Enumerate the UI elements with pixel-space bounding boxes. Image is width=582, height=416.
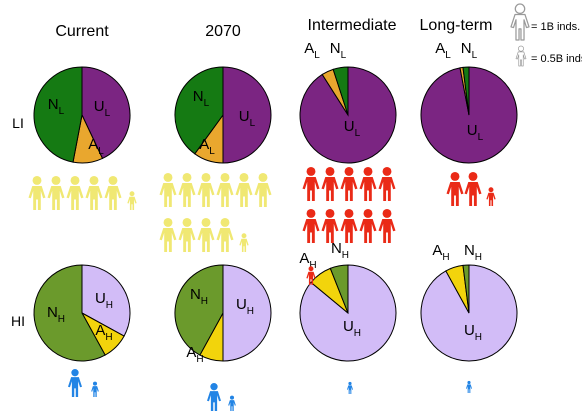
pie-label-hi-current-a: AH [95, 322, 112, 343]
person-icon-hi-current-1 [91, 381, 99, 397]
pie-slice-li-intermediate-n [332, 66, 349, 116]
pie-label-li-current-u: UL [94, 98, 111, 119]
person-icon-li-2070-2 [197, 173, 215, 207]
pie-slice-li-2070-u [222, 66, 272, 164]
person-icon-li-2070-1 [178, 173, 196, 207]
person-icon-li-intermediate-2 [340, 167, 358, 201]
pie-slice-hi-long-term-n [462, 264, 470, 314]
person-icon-li-2070-9 [216, 218, 234, 252]
person-icon-li-intermediate-7 [340, 209, 358, 243]
pie-slice-li-2070-n [174, 66, 224, 155]
header-intermediate: Intermediate [308, 17, 397, 34]
pie-label-li-current-n: NL [48, 96, 65, 117]
pie-slice-hi-2070-n [174, 264, 224, 356]
person-icon-li-2070-0 [159, 173, 177, 207]
pie-label-li-intermediate-a: AL [304, 40, 320, 61]
person-icon-hi-2070-1 [228, 395, 236, 411]
pie-slice-hi-current-n [33, 264, 106, 362]
person-icon-li-2070-3 [216, 173, 234, 207]
pie-label-hi-long-term-n: NH [464, 242, 482, 263]
row-label-li: LI [12, 115, 24, 131]
person-icon-li-current-4 [104, 176, 122, 210]
pie-hi-current: NH AH UH [33, 264, 131, 362]
pie-li-2070: NL AL UL [174, 66, 272, 164]
person-icon-li-2070-6 [159, 218, 177, 252]
header-longterm: Long-term [420, 17, 493, 34]
person-icon-li-current-2 [66, 176, 84, 210]
person-icon-li-current-1 [47, 176, 65, 210]
pie-li-current: NL AL UL [33, 66, 131, 164]
pie-label-hi-intermediate-n: NH [331, 240, 349, 261]
pie-slice-li-long-term-n [462, 66, 470, 116]
person-icon-li-intermediate-1 [321, 167, 339, 201]
person-icon-li-current-5 [127, 191, 137, 210]
person-icon-li-intermediate-6 [321, 209, 339, 243]
pie-label-li-2070-a: AL [199, 136, 215, 157]
header-current: Current [55, 23, 109, 40]
person-icon-li-long-term-0 [446, 172, 464, 206]
person-icon-li-2070-5 [254, 173, 272, 207]
person-icon-li-long-term-1 [464, 172, 482, 206]
pie-hi-2070: NH AH UH [174, 264, 272, 365]
person-icon-li-intermediate-5 [302, 209, 320, 243]
person-icon-li-intermediate-10 [306, 266, 316, 285]
pie-li-long-term: NL AL UL [420, 40, 518, 164]
pie-label-li-intermediate-u: UL [344, 118, 361, 139]
pie-label-li-long-term-a: AL [435, 40, 451, 61]
pie-charts: NL AL UL NL AL UL NL AL UL NL AL UL NH AH UH NH AH UH NH AH… [33, 40, 518, 365]
pie-label-li-2070-n: NL [193, 88, 210, 109]
legend-1b-label: = 1B inds. [531, 21, 580, 33]
person-icon-li-current-0 [28, 176, 46, 210]
person-icon-li-intermediate-9 [378, 209, 396, 243]
person-icon-li-intermediate-4 [378, 167, 396, 201]
person-icon-li-intermediate-0 [302, 167, 320, 201]
pie-label-li-long-term-n: NL [461, 40, 478, 61]
pie-label-hi-intermediate-u: UH [343, 318, 361, 339]
pie-slice-hi-intermediate-n [329, 264, 349, 314]
legend-person-05b-icon [515, 45, 527, 67]
person-icon-hi-2070-0 [207, 383, 221, 411]
person-icon-hi-long-term-0 [465, 380, 473, 393]
pie-label-hi-current-u: UH [95, 290, 113, 311]
legend-05b-label: = 0.5B inds. [531, 53, 582, 65]
pie-li-intermediate: NL AL UL [299, 40, 397, 164]
pie-label-hi-2070-u: UH [236, 296, 254, 317]
pie-slice-hi-2070-u [222, 264, 272, 362]
person-icon-li-2070-7 [178, 218, 196, 252]
pie-label-li-intermediate-n: NL [330, 40, 347, 61]
pie-label-hi-intermediate-a: AH [299, 250, 316, 271]
person-icon-li-current-3 [85, 176, 103, 210]
pie-label-hi-long-term-a: AH [432, 242, 449, 263]
person-icon-li-intermediate-8 [359, 209, 377, 243]
person-icon-hi-intermediate-0 [346, 381, 354, 394]
person-icon-li-intermediate-3 [359, 167, 377, 201]
pie-hi-long-term: NH AH UH [420, 242, 518, 362]
pie-label-li-2070-u: UL [239, 108, 256, 129]
pie-slice-li-current-n [33, 66, 83, 163]
person-icon-li-2070-8 [197, 218, 215, 252]
pie-slice-li-current-u [81, 66, 131, 160]
pie-label-hi-2070-a: AH [186, 344, 203, 365]
person-icon-li-2070-10 [239, 233, 249, 252]
pie-label-hi-2070-n: NH [190, 286, 208, 307]
pie-label-li-long-term-u: UL [467, 122, 484, 143]
pie-hi-intermediate: NH AH UH [299, 240, 397, 362]
person-icon-li-2070-4 [235, 173, 253, 207]
row-label-hi: HI [11, 313, 25, 329]
legend-person-1b-icon [510, 3, 530, 41]
pie-label-hi-long-term-u: UH [464, 322, 482, 343]
person-icon-li-long-term-2 [486, 187, 496, 206]
pie-label-li-current-a: AL [88, 136, 104, 157]
legend-icons [510, 3, 530, 67]
header-2070: 2070 [205, 23, 241, 40]
person-icon-hi-current-0 [68, 369, 82, 397]
pie-slice-hi-current-u [81, 264, 131, 337]
pie-label-hi-current-n: NH [47, 304, 65, 325]
population-icons [28, 167, 496, 411]
